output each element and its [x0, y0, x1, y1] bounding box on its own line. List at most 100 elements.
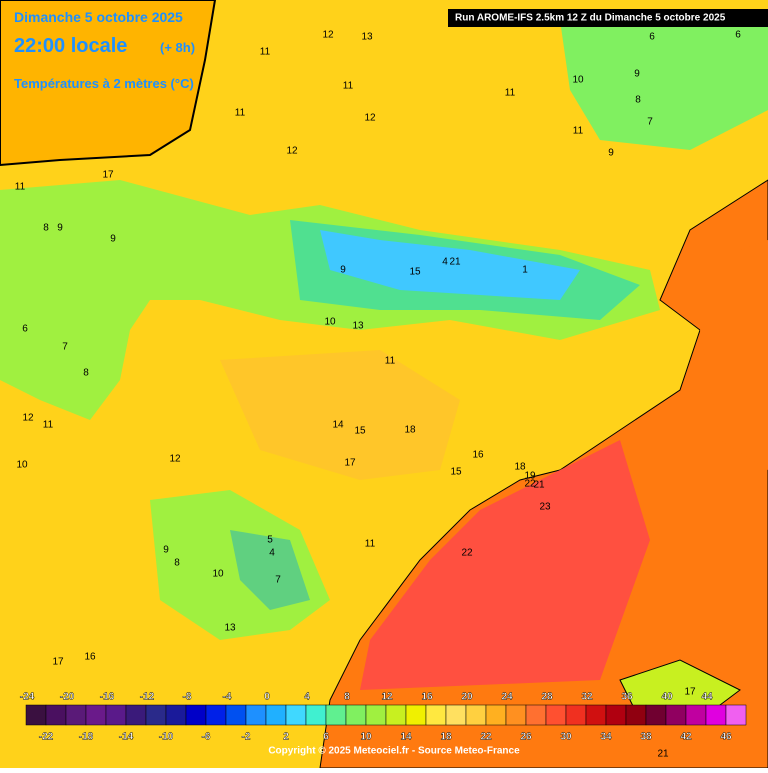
colorbar-label: 46	[720, 732, 732, 743]
date: Dimanche 5 octobre 2025	[14, 9, 183, 25]
colorbar-label: -12	[140, 692, 155, 703]
south-peaks	[230, 530, 310, 610]
colorbar-label: -2	[242, 732, 251, 743]
contour-label: 12	[322, 30, 334, 41]
swatch	[265, 704, 287, 726]
contour-label: 9	[57, 223, 63, 234]
colorbar-label: 0	[264, 692, 270, 703]
swatch	[205, 704, 227, 726]
contour-label: 1	[522, 265, 528, 276]
colorbar-label: -10	[159, 732, 174, 743]
contour-label: 21	[533, 480, 545, 491]
contour-label: 10	[572, 75, 584, 86]
contour-label: 7	[62, 342, 68, 353]
contour-label: 15	[450, 467, 462, 478]
swatch	[685, 704, 707, 726]
colorbar-label: 44	[701, 692, 713, 703]
swatch	[165, 704, 187, 726]
contour-label: 18	[404, 425, 416, 436]
contour-label: 8	[83, 368, 89, 379]
swatch	[525, 704, 547, 726]
swatch	[625, 704, 647, 726]
contour-label: 9	[634, 69, 640, 80]
colorbar-label: 30	[560, 732, 572, 743]
colorbar-label: 2	[283, 732, 289, 743]
contour-label: 5	[267, 535, 273, 546]
colorbar-label: 22	[480, 732, 492, 743]
offset: (+ 8h)	[160, 40, 195, 55]
swatch	[385, 704, 407, 726]
contour-label: 17	[684, 687, 696, 698]
contour-label: 17	[344, 458, 356, 469]
colorbar-label: -20	[60, 692, 75, 703]
swatch	[145, 704, 167, 726]
colorbar-label: 24	[501, 692, 513, 703]
contour-label: 12	[364, 113, 376, 124]
contour-label: 14	[332, 420, 344, 431]
peaks	[320, 230, 580, 300]
swatch	[585, 704, 607, 726]
colorbar-label: 4	[304, 692, 310, 703]
swatch	[545, 704, 567, 726]
contour-label: 9	[340, 265, 346, 276]
northeast-cool-area	[560, 10, 768, 150]
colorbar-label: 18	[440, 732, 452, 743]
contour-label: 10	[324, 317, 336, 328]
colorbar-label: 16	[421, 692, 433, 703]
swatch	[605, 704, 627, 726]
colorbar-label: 34	[600, 732, 612, 743]
contour-label: 22	[461, 548, 473, 559]
swatch	[305, 704, 327, 726]
contour-label: 13	[224, 623, 236, 634]
swatch	[665, 704, 687, 726]
contour-label: 12	[286, 146, 298, 157]
contour-label: 8	[174, 558, 180, 569]
colorbar-label: 32	[581, 692, 593, 703]
variable: Températures à 2 mètres (°C)	[14, 76, 194, 91]
swatch	[645, 704, 667, 726]
swatch	[45, 704, 67, 726]
swatch	[425, 704, 447, 726]
contour-label: 11	[573, 126, 584, 137]
contour-label: 13	[352, 321, 364, 332]
colorbar: -24 -20 -16 -12 -8 -4 0 4 8 12 16 20 24 28 32 36 40 44-22…	[20, 691, 747, 743]
contour-label: 4	[442, 257, 448, 268]
contour-label: 11	[365, 539, 376, 550]
contour-label: 8	[43, 223, 49, 234]
run-info: Run AROME-IFS 2.5km 12 Z du Dimanche 5 o…	[455, 13, 726, 24]
swatch	[245, 704, 267, 726]
colorbar-label: 20	[461, 692, 473, 703]
colorbar-label: 28	[541, 692, 553, 703]
swatch	[105, 704, 127, 726]
contour-label: 10	[16, 460, 28, 471]
colorbar-label: -22	[39, 732, 54, 743]
swatch	[65, 704, 87, 726]
colorbar-label: -18	[79, 732, 94, 743]
colorbar-label: 36	[621, 692, 633, 703]
swatch	[565, 704, 587, 726]
colorbar-label: -16	[100, 692, 115, 703]
contour-label: 11	[260, 47, 271, 58]
colorbar-label: 42	[680, 732, 692, 743]
swatch	[465, 704, 487, 726]
contour-label: 22	[524, 479, 536, 490]
swatch	[505, 704, 527, 726]
contour-label: 19	[524, 471, 536, 482]
warm-valley	[220, 350, 460, 480]
contour-label: 21	[449, 257, 461, 268]
contour-label: 7	[275, 575, 281, 586]
colorbar-label: 40	[661, 692, 673, 703]
colorbar-label: 6	[323, 732, 329, 743]
contour-label: 17	[102, 170, 114, 181]
swatch	[225, 704, 247, 726]
swatch	[285, 704, 307, 726]
colorbar-label: -8	[183, 692, 192, 703]
colorbar-label: -4	[223, 692, 232, 703]
swatch	[185, 704, 207, 726]
contour-label: 4	[269, 548, 275, 559]
colorbar-label: 8	[344, 692, 350, 703]
contour-label: 6	[649, 32, 655, 43]
contour-label: 7	[647, 117, 653, 128]
swatch	[405, 704, 427, 726]
